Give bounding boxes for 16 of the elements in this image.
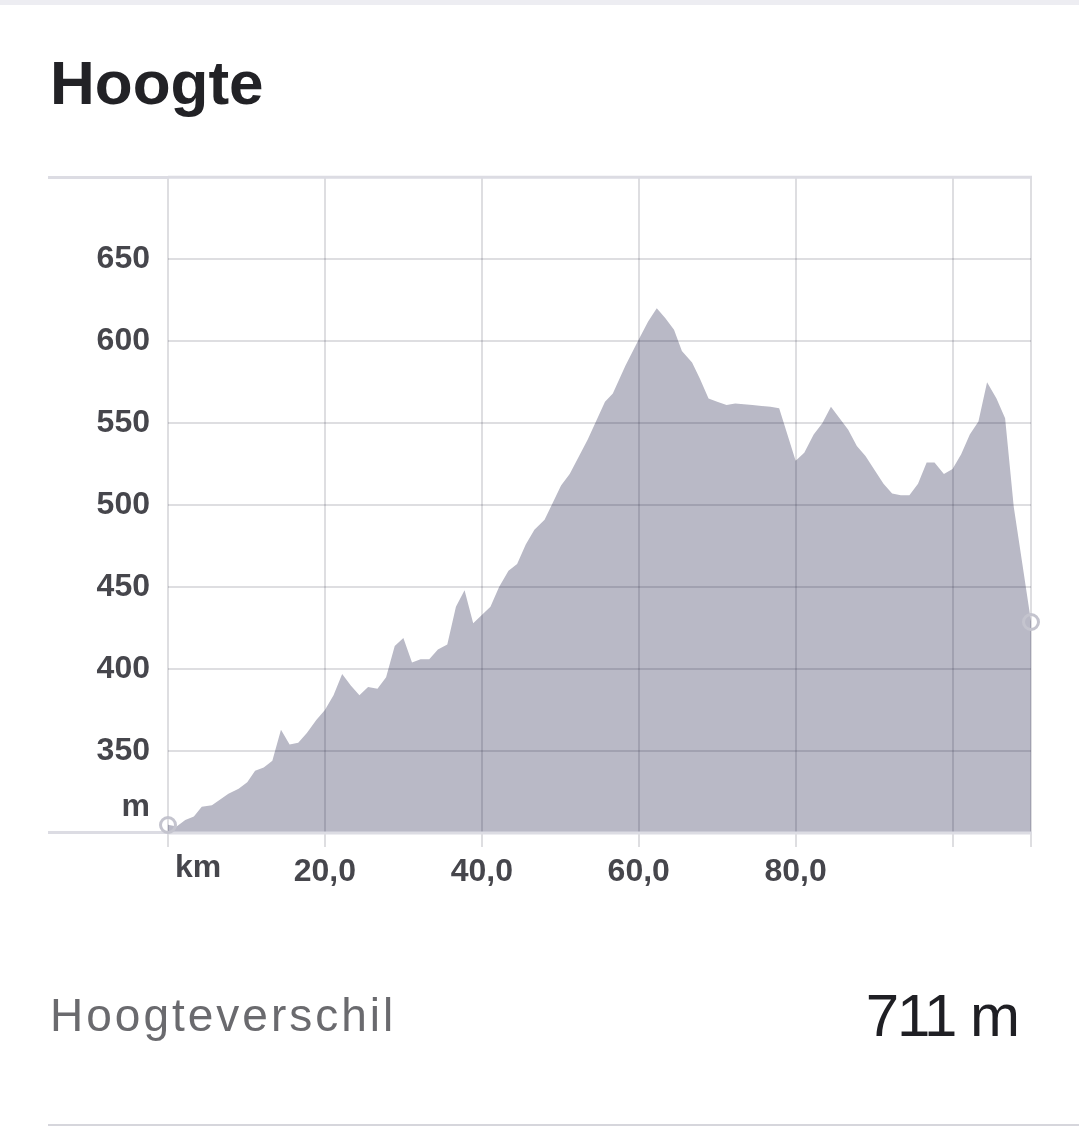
y-tick-label: 550 [96,402,150,439]
x-tick-label: 60,0 [607,852,670,889]
y-axis-title: m [121,786,150,823]
x-tick-label: 20,0 [293,852,357,889]
y-tick-label: 650 [96,239,150,275]
y-tick-label: 350 [96,730,150,767]
x-tick-label: 80,0 [764,852,827,889]
chart-title: Hoogte [50,48,264,117]
x-axis-title: km [175,847,222,884]
y-tick-label: 400 [96,648,150,685]
y-tick-label: 450 [96,566,150,603]
y-tick-label: 600 [96,320,150,357]
x-tick-label: 40,0 [450,852,513,889]
text: Hoogteverschil [50,989,397,1041]
text: 711 m [865,982,1018,1049]
y-tick-label: 500 [96,484,150,521]
